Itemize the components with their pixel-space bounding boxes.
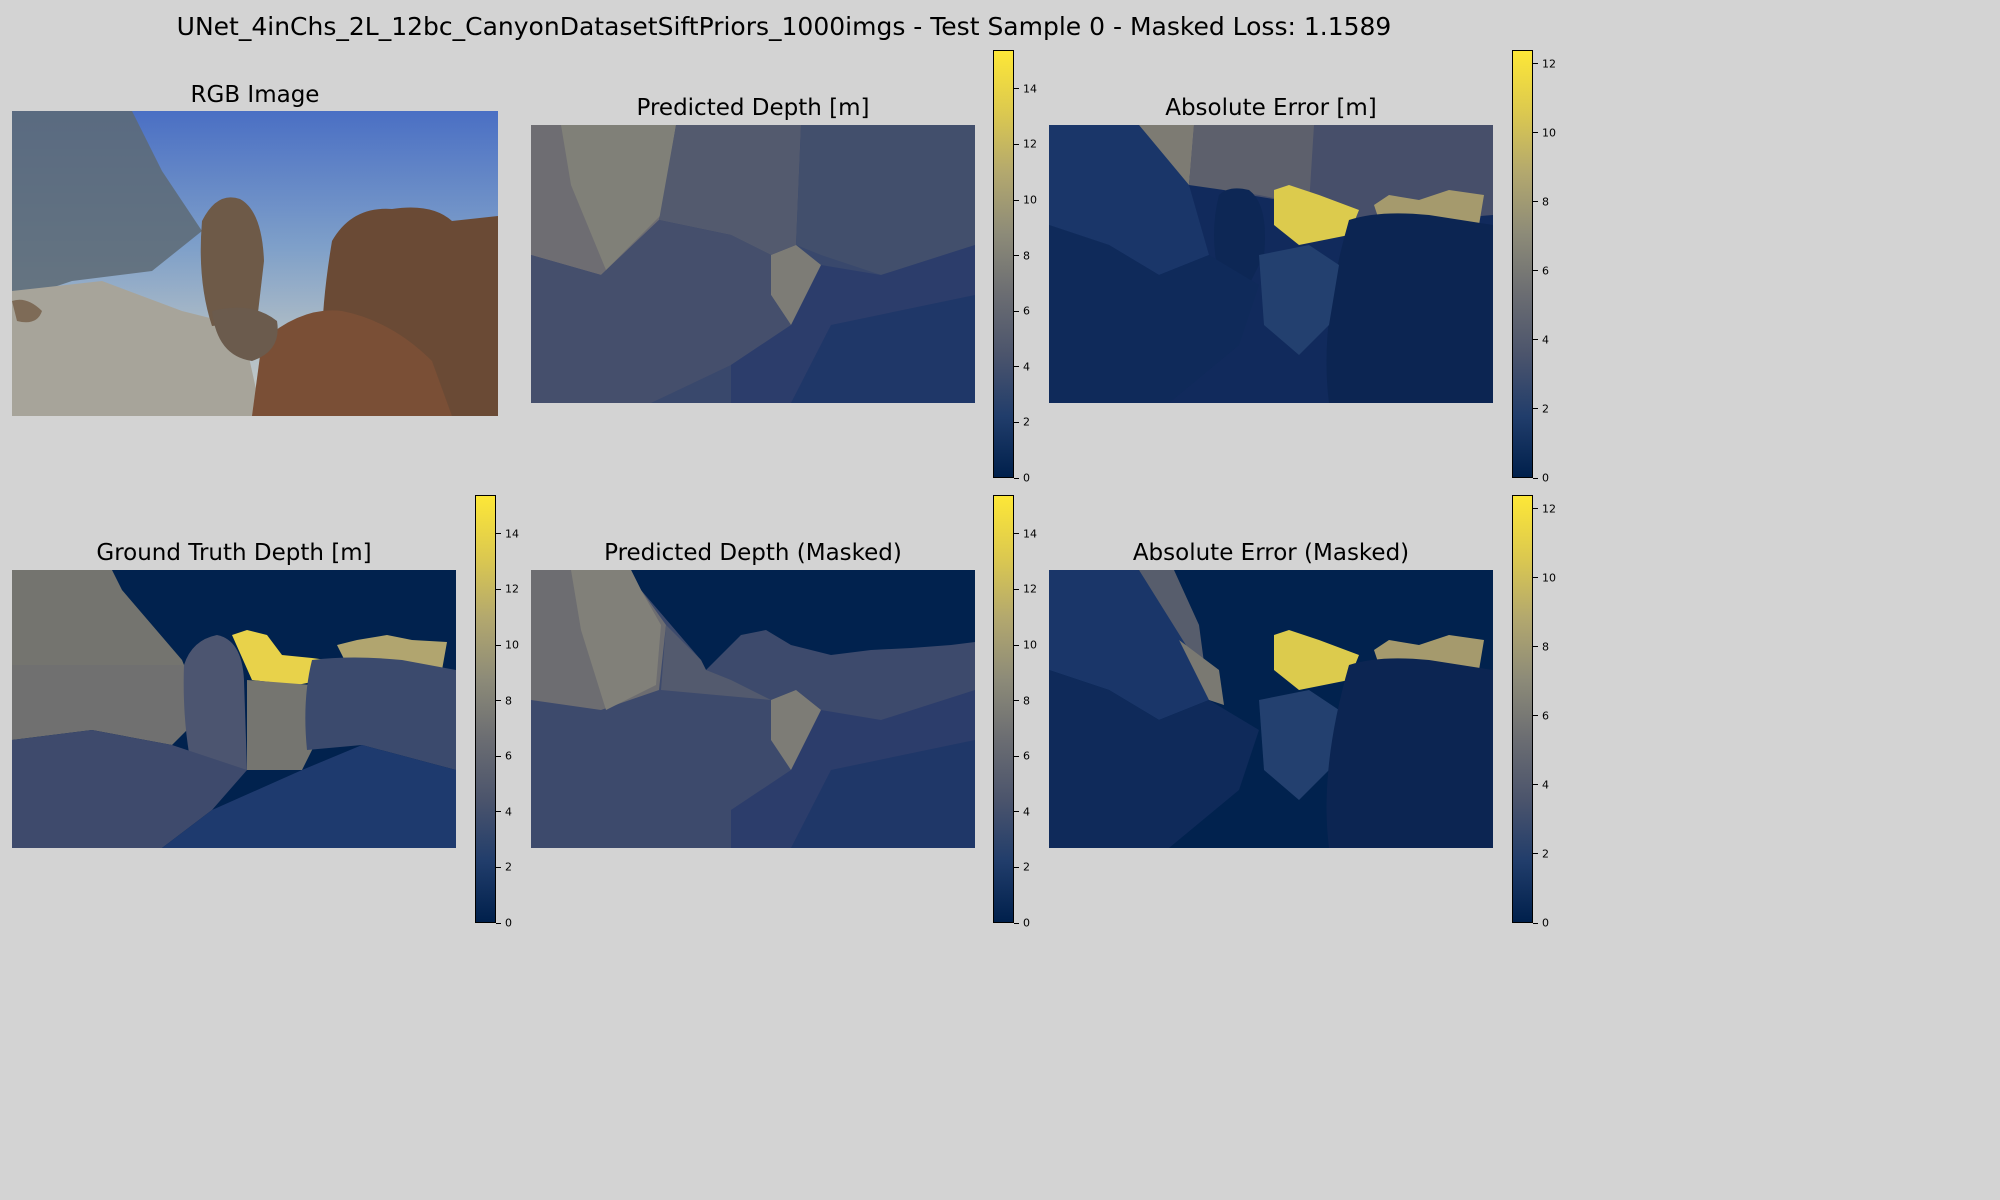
colorbar-tick-label: 4	[505, 805, 512, 819]
colorbar-tick	[1533, 715, 1538, 717]
absolute-error-map	[1049, 125, 1493, 403]
colorbar-tick-label: 8	[1023, 694, 1030, 708]
colorbar-tick	[1014, 588, 1019, 590]
colorbar-tick-label: 0	[1542, 471, 1549, 485]
colorbar-tick-label: 10	[505, 638, 519, 652]
colorbar-tick	[496, 922, 501, 924]
colorbar-tick	[1014, 755, 1019, 757]
colorbar-tick-label: 6	[1542, 264, 1549, 278]
colorbar-tick-label: 4	[1542, 333, 1549, 347]
colorbar-tick	[1014, 310, 1019, 312]
colorbar-absolute-error: 0 2 4 6 8 10 12	[1512, 50, 1568, 484]
colorbar-tick	[496, 588, 501, 590]
colorbar-tick	[1533, 922, 1538, 924]
colorbar-tick	[1533, 477, 1538, 479]
colorbar-tick-label: 2	[505, 860, 512, 874]
colorbar-tick	[1014, 644, 1019, 646]
colorbar-tick-label: 8	[1023, 249, 1030, 263]
colorbar-tick-label: 6	[1023, 304, 1030, 318]
colorbar-tick	[496, 644, 501, 646]
panel-title-rgb: RGB Image	[190, 82, 320, 108]
colorbar-tick	[1014, 366, 1019, 368]
colorbar-tick-label: 2	[1542, 402, 1549, 416]
colorbar-tick	[1014, 88, 1019, 90]
panel-title-predicted-depth: Predicted Depth [m]	[636, 95, 870, 121]
colorbar-tick-label: 4	[1023, 360, 1030, 374]
colorbar-tick	[1533, 132, 1538, 134]
colorbar-gradient	[475, 495, 496, 923]
panel-title-absolute-error: Absolute Error [m]	[1165, 95, 1377, 121]
colorbar-tick	[496, 866, 501, 868]
panel-title-error-masked: Absolute Error (Masked)	[1132, 540, 1410, 566]
colorbar-tick	[1014, 421, 1019, 423]
colorbar-predicted-depth: 0 2 4 6 8 10 12 14	[993, 50, 1053, 484]
colorbar-tick	[496, 755, 501, 757]
colorbar-tick-label: 14	[505, 527, 519, 541]
colorbar-tick-label: 12	[505, 582, 519, 596]
colorbar-tick	[1533, 201, 1538, 203]
colorbar-tick-label: 0	[1023, 471, 1030, 485]
absolute-error-masked-map	[1049, 570, 1493, 848]
colorbar-tick-label: 10	[1542, 571, 1556, 585]
colorbar-tick	[1014, 143, 1019, 145]
rgb-image	[12, 111, 498, 416]
panel-title-predicted-masked: Predicted Depth (Masked)	[604, 540, 902, 566]
colorbar-tick	[1014, 811, 1019, 813]
colorbar-tick	[1014, 255, 1019, 257]
colorbar-tick-label: 14	[1023, 82, 1037, 96]
colorbar-tick-label: 8	[1542, 195, 1549, 209]
colorbar-tick	[1533, 63, 1538, 65]
colorbar-tick-label: 12	[1542, 57, 1556, 71]
colorbar-tick-label: 10	[1542, 126, 1556, 140]
colorbar-tick-label: 0	[1542, 916, 1549, 930]
colorbar-predicted-masked: 0 2 4 6 8 10 12 14	[993, 495, 1053, 929]
colorbar-tick	[1533, 270, 1538, 272]
predicted-depth-map	[531, 125, 975, 403]
colorbar-tick	[1533, 408, 1538, 410]
ground-truth-depth-map	[12, 570, 456, 848]
colorbar-tick	[496, 700, 501, 702]
colorbar-tick	[1014, 477, 1019, 479]
colorbar-gradient	[993, 50, 1014, 478]
colorbar-tick	[1014, 533, 1019, 535]
colorbar-error-masked: 0 2 4 6 8 10 12	[1512, 495, 1568, 929]
colorbar-tick-label: 10	[1023, 638, 1037, 652]
colorbar-tick-label: 2	[1542, 847, 1549, 861]
colorbar-tick	[1533, 508, 1538, 510]
colorbar-tick	[1533, 784, 1538, 786]
colorbar-tick	[1014, 922, 1019, 924]
colorbar-tick	[1533, 577, 1538, 579]
colorbar-tick-label: 12	[1023, 582, 1037, 596]
colorbar-tick	[1533, 853, 1538, 855]
colorbar-tick-label: 2	[1023, 415, 1030, 429]
colorbar-gradient	[1512, 50, 1533, 478]
panel-title-ground-truth: Ground Truth Depth [m]	[96, 540, 372, 566]
colorbar-tick-label: 6	[1542, 709, 1549, 723]
colorbar-tick-label: 8	[1542, 640, 1549, 654]
colorbar-tick-label: 6	[1023, 749, 1030, 763]
colorbar-tick	[1014, 199, 1019, 201]
colorbar-tick-label: 8	[505, 694, 512, 708]
colorbar-tick-label: 4	[1542, 778, 1549, 792]
colorbar-gradient	[993, 495, 1014, 923]
colorbar-gradient	[1512, 495, 1533, 923]
colorbar-tick-label: 0	[505, 916, 512, 930]
colorbar-tick-label: 0	[1023, 916, 1030, 930]
colorbar-tick-label: 6	[505, 749, 512, 763]
colorbar-tick-label: 4	[1023, 805, 1030, 819]
colorbar-tick-label: 12	[1542, 502, 1556, 516]
colorbar-tick-label: 2	[1023, 860, 1030, 874]
figure-suptitle: UNet_4inChs_2L_12bc_CanyonDatasetSiftPri…	[176, 12, 1392, 41]
colorbar-tick-label: 14	[1023, 527, 1037, 541]
colorbar-tick	[496, 811, 501, 813]
colorbar-ground-truth: 0 2 4 6 8 10 12 14	[475, 495, 535, 929]
colorbar-tick	[496, 533, 501, 535]
colorbar-tick	[1014, 700, 1019, 702]
colorbar-tick-label: 10	[1023, 193, 1037, 207]
colorbar-tick	[1014, 866, 1019, 868]
colorbar-tick	[1533, 339, 1538, 341]
predicted-depth-masked-map	[531, 570, 975, 848]
colorbar-tick-label: 12	[1023, 137, 1037, 151]
colorbar-tick	[1533, 646, 1538, 648]
